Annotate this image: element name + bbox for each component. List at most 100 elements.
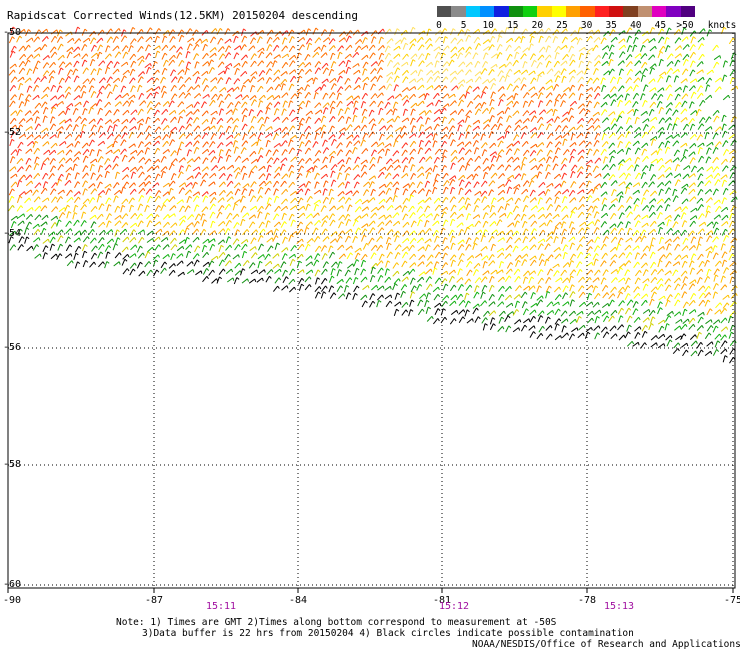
wind-barb-flag — [140, 165, 144, 169]
wind-barb — [504, 164, 510, 171]
wind-barb-flag — [174, 84, 177, 88]
wind-barb-flag — [175, 126, 178, 131]
wind-barb-flag — [32, 141, 35, 145]
wind-barb — [113, 61, 118, 69]
wind-barb — [225, 220, 230, 227]
wind-barb — [417, 100, 424, 107]
wind-barb-flag — [405, 188, 409, 192]
wind-barb-flag — [238, 155, 242, 159]
wind-barb — [98, 221, 104, 228]
wind-barb-flag — [540, 35, 544, 39]
wind-barb-flag — [277, 101, 281, 105]
wind-barb — [82, 148, 88, 156]
wind-barb — [384, 52, 390, 60]
wind-barb-flag — [126, 246, 129, 250]
wind-barb-flag — [491, 98, 495, 102]
wind-barb-flag — [78, 53, 81, 57]
wind-barb — [435, 99, 440, 107]
wind-barb-flag — [171, 100, 175, 104]
wind-barb-flag — [654, 190, 658, 194]
wind-barb-flag — [349, 149, 352, 153]
wind-barb — [304, 62, 311, 68]
wind-barb — [441, 126, 448, 132]
wind-barb-flag — [236, 67, 240, 71]
wind-barb-flag — [357, 63, 360, 67]
wind-barb-flag — [630, 86, 633, 90]
wind-barb — [650, 150, 657, 156]
wind-barb-flag — [167, 149, 170, 153]
wind-barb-flag — [485, 220, 489, 224]
wind-barb — [80, 220, 85, 227]
wind-barb — [554, 204, 559, 212]
wind-barb — [506, 186, 510, 194]
wind-barb-flag — [78, 151, 82, 155]
wind-barb-flag — [627, 186, 631, 190]
wind-barb — [616, 191, 623, 197]
wind-barb — [178, 215, 186, 221]
wind-barb-flag — [109, 110, 112, 114]
wind-barb-flag — [141, 149, 144, 154]
wind-barb — [368, 163, 374, 171]
wind-barb — [672, 236, 679, 243]
wind-barb-flag — [382, 142, 385, 146]
wind-barb — [513, 213, 519, 221]
wind-barb — [512, 157, 519, 163]
wind-barb — [208, 181, 215, 187]
wind-barb — [449, 110, 456, 116]
wind-barb — [592, 118, 598, 125]
wind-barb — [417, 166, 423, 173]
wind-barb-flag — [197, 108, 200, 113]
wind-barb — [634, 147, 639, 155]
wind-barb-flag — [78, 245, 82, 249]
wind-barb — [512, 134, 518, 141]
wind-barb-flag — [693, 173, 696, 177]
wind-barb — [353, 84, 360, 91]
wind-barb — [305, 203, 309, 211]
wind-barb — [98, 77, 105, 84]
wind-barb — [67, 37, 74, 44]
wind-barb — [336, 235, 341, 243]
wind-barb — [393, 84, 397, 92]
wind-barb-flag — [526, 110, 530, 114]
wind-barb — [18, 83, 21, 91]
wind-barb — [512, 110, 518, 117]
wind-barb — [17, 141, 22, 149]
wind-barb-flag — [711, 69, 714, 73]
wind-barb — [185, 28, 191, 35]
wind-barb-flag — [62, 150, 65, 154]
wind-barb-flag — [444, 116, 448, 119]
wind-barb-flag — [13, 84, 17, 88]
wind-barb-flag — [355, 100, 359, 104]
wind-barb-flag — [736, 86, 739, 90]
wind-barb — [170, 150, 176, 157]
wind-barb-flag — [579, 37, 583, 41]
wind-barb — [218, 228, 224, 235]
wind-barb — [338, 132, 344, 140]
wind-barb — [514, 220, 518, 228]
wind-barb-flag — [213, 125, 216, 129]
wind-barb-flag — [428, 147, 432, 151]
wind-barb — [256, 109, 262, 117]
wind-barb — [386, 76, 391, 84]
wind-barb-flag — [493, 82, 497, 86]
wind-barb — [320, 84, 325, 91]
wind-barb-flag — [612, 68, 615, 72]
wind-barb-flag — [37, 60, 41, 64]
wind-barb — [618, 68, 622, 76]
wind-barb-flag — [452, 117, 455, 121]
wind-barb-flag — [622, 60, 625, 64]
wind-barb-flag — [37, 173, 41, 177]
wind-barb — [250, 60, 256, 68]
wind-barb-flag — [716, 236, 719, 240]
wind-barb-flag — [31, 117, 34, 121]
wind-barb-flag — [669, 117, 672, 121]
wind-barb-flag — [99, 174, 103, 178]
wind-barb — [586, 29, 593, 35]
wind-barb-flag — [301, 86, 304, 91]
wind-barb — [705, 126, 712, 132]
wind-barb — [466, 157, 472, 165]
wind-barb-flag — [421, 166, 424, 170]
wind-barb-flag — [554, 108, 558, 112]
wind-barb-flag — [412, 43, 416, 47]
wind-barb-flag — [165, 166, 168, 170]
